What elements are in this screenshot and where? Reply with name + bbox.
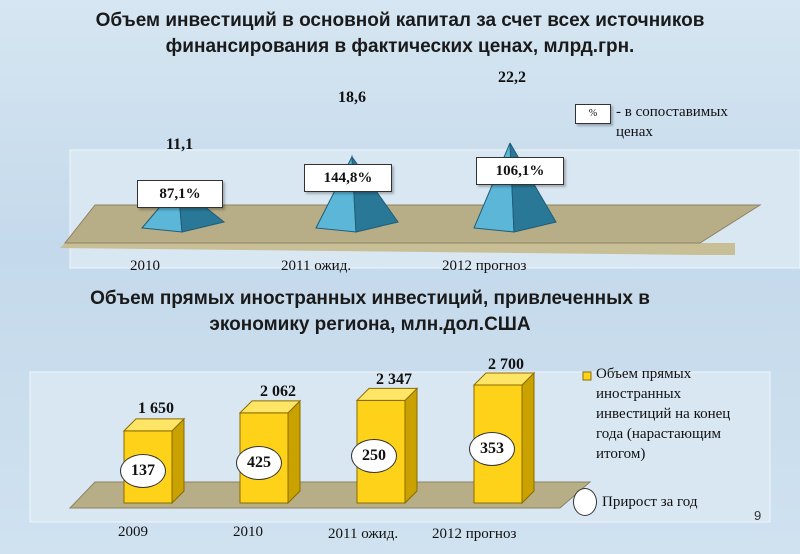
bottom-legend-text: итогом) [596, 446, 646, 462]
bottom-value-label: 2 700 [488, 356, 524, 373]
bar-side [171, 417, 185, 505]
bar-top [238, 400, 302, 414]
top-legend-text: ценах [616, 124, 653, 140]
bottom-category-label: 2009 [118, 524, 148, 540]
bar-side [404, 387, 418, 505]
top-category-label: 2011 ожид. [281, 258, 352, 274]
bottom-chart-floor [68, 481, 592, 509]
bottom-category-label: 2011 ожид. [328, 526, 399, 542]
bottom-value-label: 2 062 [260, 383, 296, 400]
bottom-legend-text: Объем прямых [596, 366, 692, 382]
bottom-legend-text: иностранных [596, 386, 682, 402]
legend-bar-swatch [582, 371, 592, 381]
bottom-increment-label: 353 [469, 432, 515, 466]
bottom-value-label: 2 347 [376, 371, 412, 388]
top-legend-symbol: % [575, 104, 611, 124]
top-category-label: 2012 прогноз [442, 258, 527, 274]
bottom-chart-title: Объем прямых иностранных инвестиций, при… [90, 288, 650, 335]
top-percent-label: 144,8% [304, 164, 392, 192]
bar-side [521, 371, 535, 505]
bar-top [122, 418, 186, 432]
bar-top [355, 387, 419, 401]
bottom-category-label: 2010 [233, 524, 263, 540]
top-value-label: 11,1 [166, 136, 194, 153]
top-legend-text: - в сопоставимых [616, 104, 728, 120]
bottom-increment-label: 250 [351, 439, 397, 473]
top-category-label: 2010 [130, 258, 160, 274]
top-value-label: 22,2 [498, 69, 526, 86]
bar-top [472, 372, 536, 386]
bar-side [287, 399, 301, 505]
top-percent-label: 106,1% [476, 157, 564, 185]
slide-number: 9 [754, 508, 762, 523]
top-chart-title: Объем инвестиций в основной капитал за с… [95, 10, 705, 57]
bottom-legend-text: года (нарастающим [596, 426, 722, 442]
bottom-increment-label: 137 [120, 454, 166, 488]
top-value-label: 18,6 [338, 89, 366, 106]
bottom-increment-label: 425 [236, 446, 282, 480]
top-percent-label: 87,1% [137, 180, 223, 208]
bottom-value-label: 1 650 [138, 400, 174, 417]
bottom-category-label: 2012 прогноз [432, 526, 517, 542]
bottom-legend-text: Прирост за год [602, 494, 698, 510]
bottom-legend-text: инвестиций на конец [596, 406, 731, 422]
bottom-legend-oval-swatch [573, 488, 597, 516]
top-chart-floor [60, 243, 735, 255]
